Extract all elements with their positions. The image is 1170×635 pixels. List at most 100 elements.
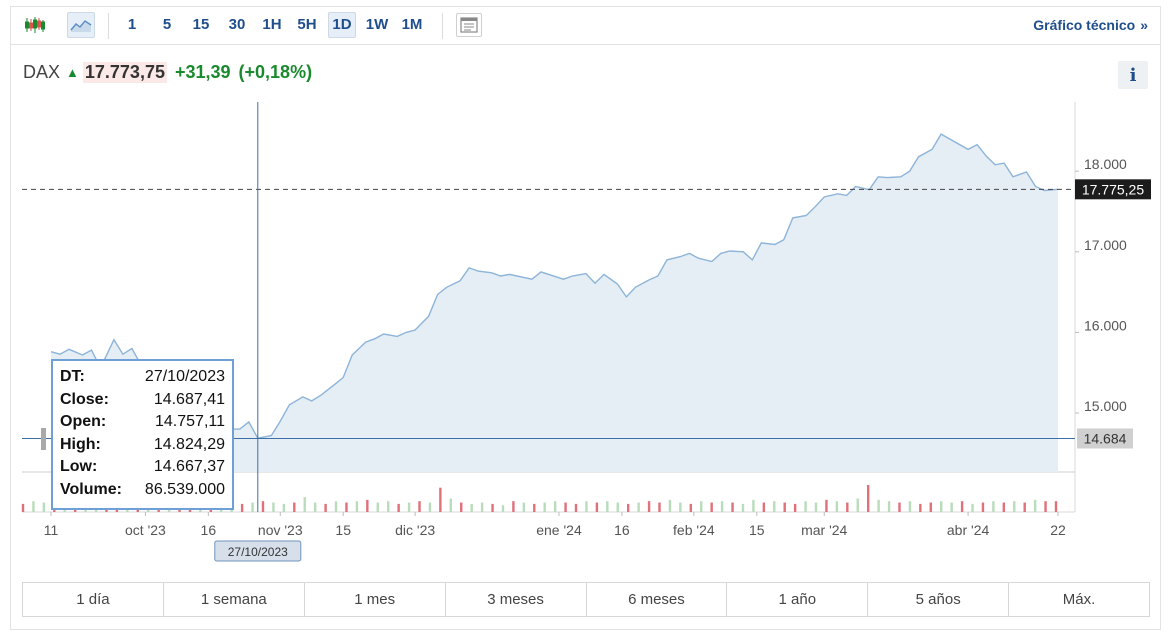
candlestick-icon[interactable] xyxy=(21,12,49,38)
tooltip-row-low: Low: 14.667,37 xyxy=(60,458,225,476)
x-tick-label: 11 xyxy=(44,522,59,538)
volume-bar xyxy=(981,502,985,512)
tooltip-row-open: Open: 14.757,11 xyxy=(60,413,225,431)
volume-bar xyxy=(355,501,359,512)
volume-bar xyxy=(950,502,953,512)
technical-chart-link[interactable]: Gráfico técnico» xyxy=(1033,17,1148,33)
price-change: +31,39 xyxy=(174,61,231,82)
volume-bar xyxy=(1044,501,1047,512)
volume-bar xyxy=(908,501,912,512)
volume-bar xyxy=(42,502,46,512)
x-tick-label: 22 xyxy=(1050,522,1066,538)
timeframe-1h[interactable]: 1H xyxy=(262,16,282,33)
volume-bar xyxy=(460,502,463,512)
volume-bar xyxy=(626,503,630,512)
timeframe-30[interactable]: 30 xyxy=(228,16,246,33)
price-chart[interactable]: 15.000 16.000 17.000 18.000 11 oct '23 16 nov '… xyxy=(0,0,1170,580)
range-1-month[interactable]: 1 mes xyxy=(305,583,446,616)
volume-bar xyxy=(470,503,473,512)
range-1-day[interactable]: 1 día xyxy=(23,583,164,616)
volume-bar xyxy=(543,502,546,512)
last-price: 17.773,75 xyxy=(82,61,167,83)
volume-bar xyxy=(1054,501,1058,512)
volume-bar xyxy=(522,502,526,512)
toolbar-divider xyxy=(108,13,109,39)
volume-bar xyxy=(439,487,442,512)
area-chart-icon[interactable] xyxy=(67,12,95,38)
volume-bar xyxy=(303,497,306,512)
range-1-year[interactable]: 1 año xyxy=(727,583,869,616)
volume-bar xyxy=(637,502,640,512)
volume-bar xyxy=(585,501,588,512)
x-tick-label: nov '23 xyxy=(258,522,303,538)
timeframe-1[interactable]: 1 xyxy=(127,16,137,33)
volume-bar xyxy=(324,503,327,512)
volume-bar xyxy=(658,502,661,512)
technical-chart-label: Gráfico técnico xyxy=(1033,17,1136,33)
volume-bar xyxy=(387,501,390,512)
volume-bar xyxy=(741,503,745,512)
volume-bar xyxy=(240,503,244,512)
volume-bar xyxy=(251,502,254,512)
timeframe-5[interactable]: 5 xyxy=(162,16,172,33)
volume-bar xyxy=(679,502,682,512)
volume-bar xyxy=(710,502,713,512)
indicators-panel-icon[interactable] xyxy=(456,13,482,37)
volume-bar xyxy=(282,503,286,512)
crosshair-date-tag xyxy=(214,540,302,562)
volume-bar xyxy=(877,499,880,512)
x-tick-label: abr '24 xyxy=(947,522,990,538)
volume-bar xyxy=(835,501,839,512)
drag-handle[interactable] xyxy=(41,428,46,450)
volume-bar xyxy=(606,501,609,512)
volume-bar xyxy=(856,498,859,512)
timeframe-5h[interactable]: 5H xyxy=(297,16,317,33)
range-max[interactable]: Máx. xyxy=(1062,591,1096,608)
x-tick-label: 16 xyxy=(201,522,217,538)
volume-bar xyxy=(553,501,557,512)
volume-bar xyxy=(21,503,25,512)
volume-bar xyxy=(940,501,943,512)
volume-bar xyxy=(1033,499,1037,512)
crosshair-date-label: 27/10/2023 xyxy=(228,545,288,559)
volume-bar xyxy=(783,502,786,512)
volume-bar xyxy=(647,501,651,512)
volume-bar xyxy=(293,502,296,512)
volume-bar xyxy=(533,503,536,512)
timeframe-1w[interactable]: 1W xyxy=(365,16,389,33)
volume-bar xyxy=(261,501,265,512)
volume-bar xyxy=(960,501,964,512)
volume-bar xyxy=(397,503,400,512)
x-tick-label: mar '24 xyxy=(801,522,847,538)
x-tick-label: ene '24 xyxy=(536,522,582,538)
range-3-months[interactable]: 3 meses xyxy=(446,583,587,616)
timeframe-15[interactable]: 15 xyxy=(192,16,210,33)
info-button[interactable]: i xyxy=(1118,61,1148,89)
tooltip-row-date: DT: 27/10/2023 xyxy=(60,368,225,385)
volume-bar xyxy=(334,501,338,512)
volume-bar xyxy=(804,501,807,512)
crosshair-price-label: 14.684 xyxy=(1084,430,1127,446)
up-arrow-icon: ▲ xyxy=(66,64,79,80)
range-6-months[interactable]: 6 meses xyxy=(587,583,728,616)
volume-bar xyxy=(501,505,505,512)
timeframe-1m[interactable]: 1M xyxy=(401,16,423,33)
volume-bar xyxy=(480,502,484,512)
y-tick-label: 15.000 xyxy=(1084,398,1127,414)
volume-bar xyxy=(700,501,703,512)
volume-bar xyxy=(564,502,567,512)
x-tick-label: 16 xyxy=(614,522,630,538)
volume-bar xyxy=(846,502,849,512)
volume-bar xyxy=(595,502,599,512)
volume-bar xyxy=(814,502,818,512)
volume-bar xyxy=(491,503,494,512)
volume-bar xyxy=(992,501,995,512)
volume-bar xyxy=(32,501,35,512)
range-1-week[interactable]: 1 semana xyxy=(164,583,305,616)
timeframe-1d[interactable]: 1D xyxy=(328,12,356,38)
volume-bar xyxy=(752,499,755,512)
range-5-years[interactable]: 5 años xyxy=(868,583,1010,616)
volume-bar xyxy=(512,501,515,512)
x-tick-label: oct '23 xyxy=(125,522,166,538)
volume-bar xyxy=(689,503,692,512)
